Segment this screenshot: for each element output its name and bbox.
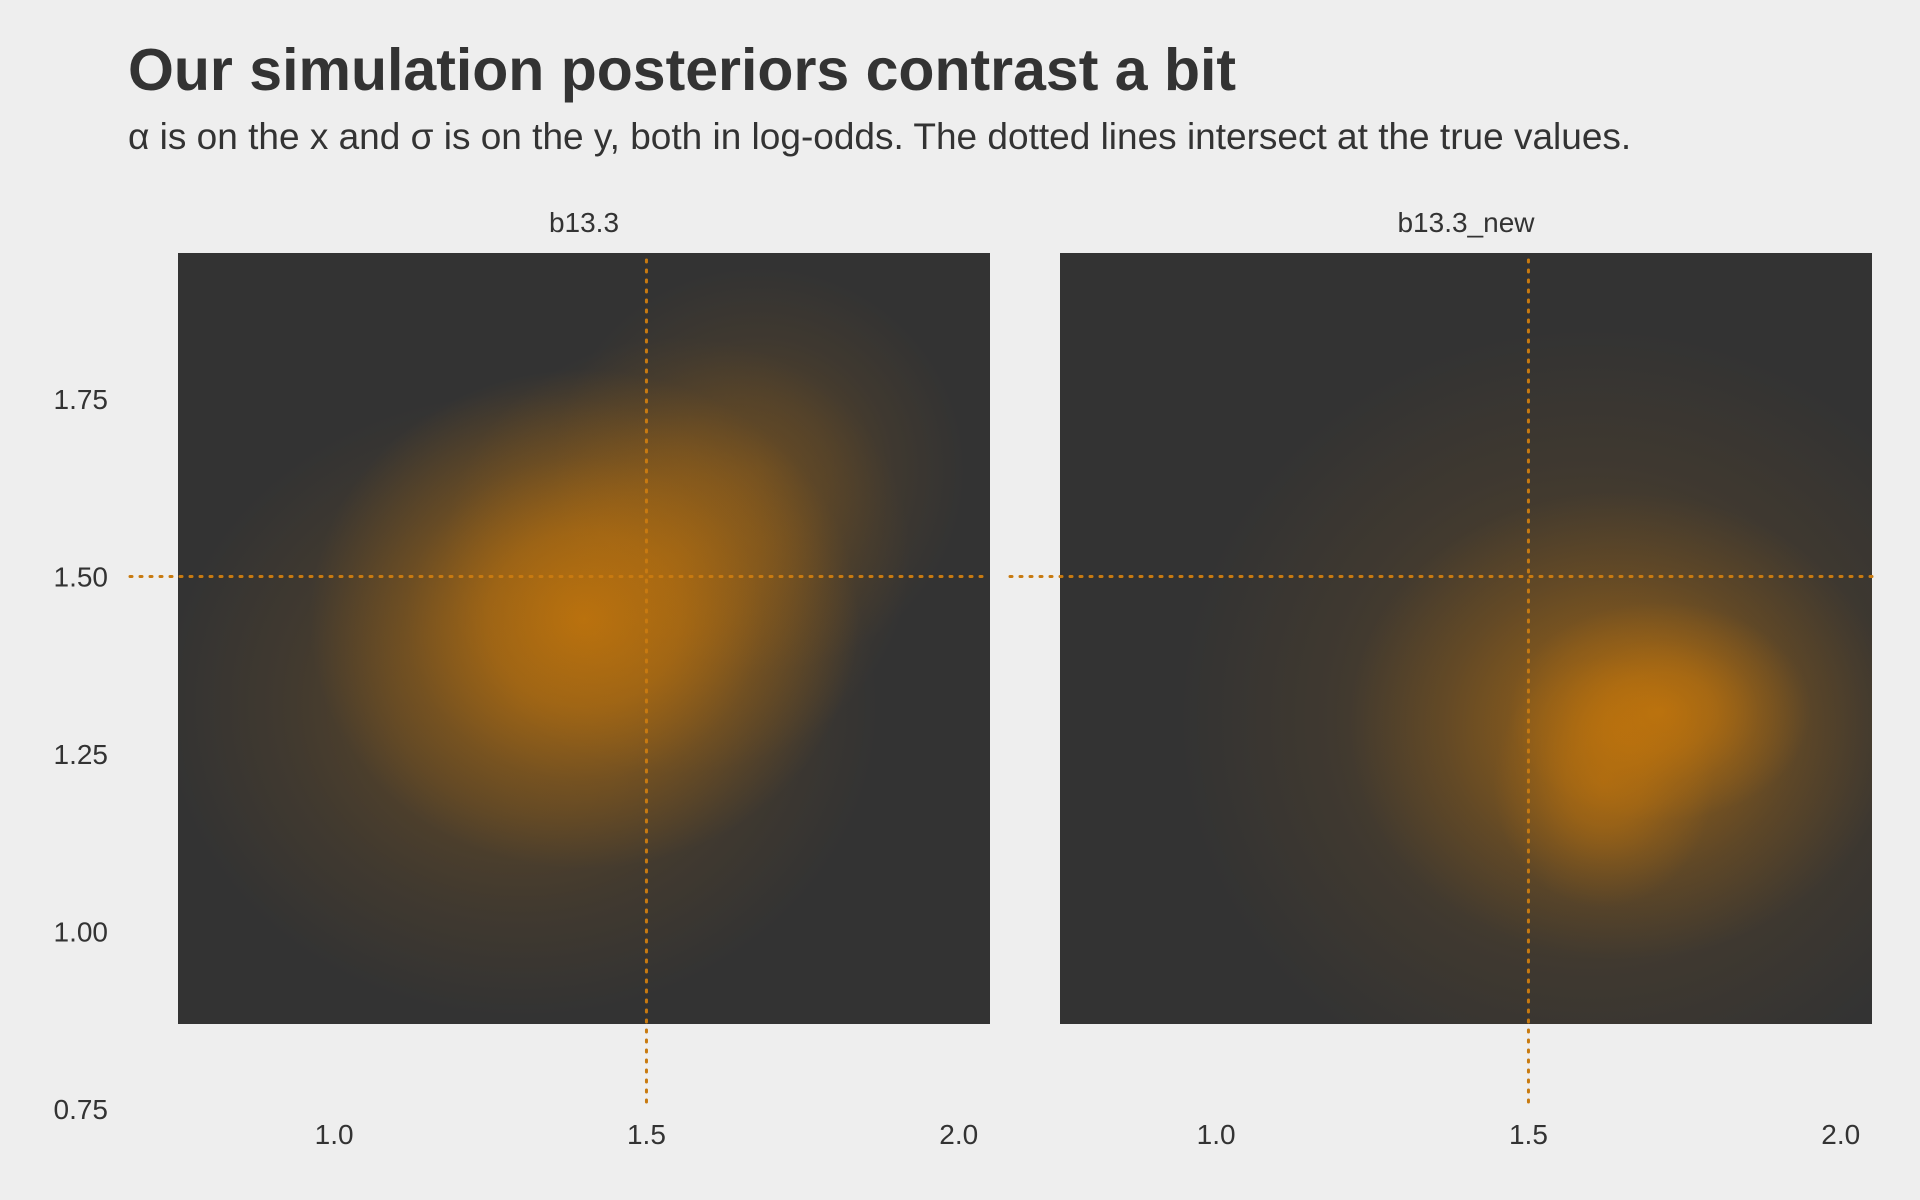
y-tick-label: 1.50: [54, 562, 109, 593]
x-tick-label: 1.5: [1509, 1119, 1548, 1150]
panel-label: b13.3_new: [1397, 207, 1535, 238]
y-tick-label: 1.25: [54, 739, 109, 770]
chart-subtitle: α is on the x and σ is on the y, both in…: [128, 116, 1632, 157]
panel-label: b13.3: [549, 207, 619, 238]
density-peak: [178, 391, 879, 1017]
y-tick-label: 1.00: [54, 917, 109, 948]
x-tick-label: 2.0: [939, 1119, 978, 1150]
density-layer: [1178, 328, 1872, 1024]
density-layer: [178, 266, 966, 1017]
y-tick-label: 0.75: [54, 1094, 109, 1125]
x-tick-label: 2.0: [1821, 1119, 1860, 1150]
chart-title: Our simulation posteriors contrast a bit: [128, 37, 1237, 103]
density-peak: [1178, 328, 1872, 1024]
y-tick-label: 1.75: [54, 384, 109, 415]
x-tick-label: 1.0: [1197, 1119, 1236, 1150]
x-tick-label: 1.0: [315, 1119, 354, 1150]
x-tick-label: 1.5: [627, 1119, 666, 1150]
